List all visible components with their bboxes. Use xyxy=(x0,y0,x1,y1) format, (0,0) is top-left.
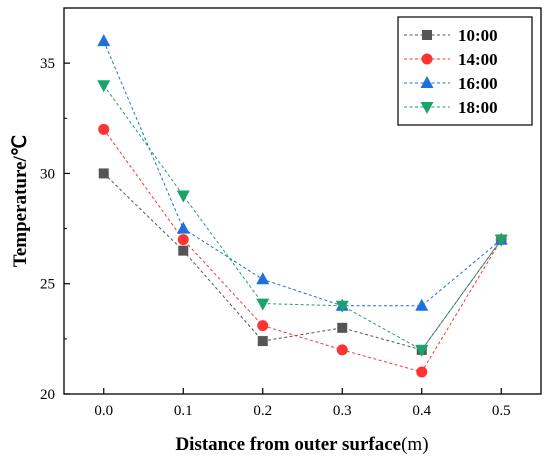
data-point xyxy=(337,322,348,333)
data-point xyxy=(97,34,111,47)
y-tick-label: 20 xyxy=(40,387,55,403)
series-18:00 xyxy=(97,80,508,357)
series-line xyxy=(103,129,502,373)
axes: 0.0 0.1 0.2 0.3 0.4 0.5 20 25 30 35 xyxy=(40,56,511,419)
legend-marker xyxy=(422,30,432,40)
data-point xyxy=(415,298,429,311)
legend: 10:00 14:00 16:00 18:00 xyxy=(397,16,533,126)
x-tick-label: 0.3 xyxy=(333,403,352,419)
data-point xyxy=(98,123,110,135)
legend-box xyxy=(397,16,533,126)
legend-marker xyxy=(421,53,433,65)
data-point xyxy=(335,300,349,313)
legend-label: 16:00 xyxy=(458,74,498,93)
x-axis-title-main: Distance from outer surface xyxy=(175,434,401,455)
x-tick-label: 0.5 xyxy=(492,403,511,419)
x-tick-label: 0.2 xyxy=(253,403,272,419)
data-point xyxy=(178,245,189,256)
x-tick-label: 0.1 xyxy=(174,403,193,419)
data-point xyxy=(176,190,190,203)
data-point xyxy=(257,320,269,332)
data-point xyxy=(256,298,270,311)
data-point xyxy=(336,344,348,356)
data-point xyxy=(257,336,268,347)
series-line xyxy=(103,173,502,351)
legend-label: 18:00 xyxy=(458,98,498,117)
data-point xyxy=(177,234,189,246)
data-point xyxy=(416,366,428,378)
legend-marker xyxy=(420,76,434,88)
y-tick-label: 25 xyxy=(40,277,55,293)
data-point xyxy=(176,221,190,234)
x-tick-label: 0.0 xyxy=(94,403,113,419)
data-point xyxy=(97,80,111,93)
data-point xyxy=(415,344,429,357)
plot-frame xyxy=(63,7,542,395)
legend-label: 10:00 xyxy=(458,26,498,45)
series-14:00 xyxy=(98,123,507,378)
x-axis-title: Distance from outer surface(m) xyxy=(175,434,428,455)
data-point xyxy=(494,234,508,247)
x-axis-title-unit: (m) xyxy=(401,434,428,455)
series-layer xyxy=(97,34,508,378)
data-point xyxy=(256,272,270,285)
y-axis-title: Temperature/℃ xyxy=(10,135,31,267)
legend-label: 14:00 xyxy=(458,50,498,69)
y-tick-label: 35 xyxy=(40,56,55,72)
series-line xyxy=(103,84,502,351)
y-tick-label: 30 xyxy=(40,166,55,182)
legend-marker xyxy=(420,102,434,114)
x-tick-label: 0.4 xyxy=(412,403,431,419)
series-10:00 xyxy=(98,168,507,355)
data-point xyxy=(98,168,109,179)
